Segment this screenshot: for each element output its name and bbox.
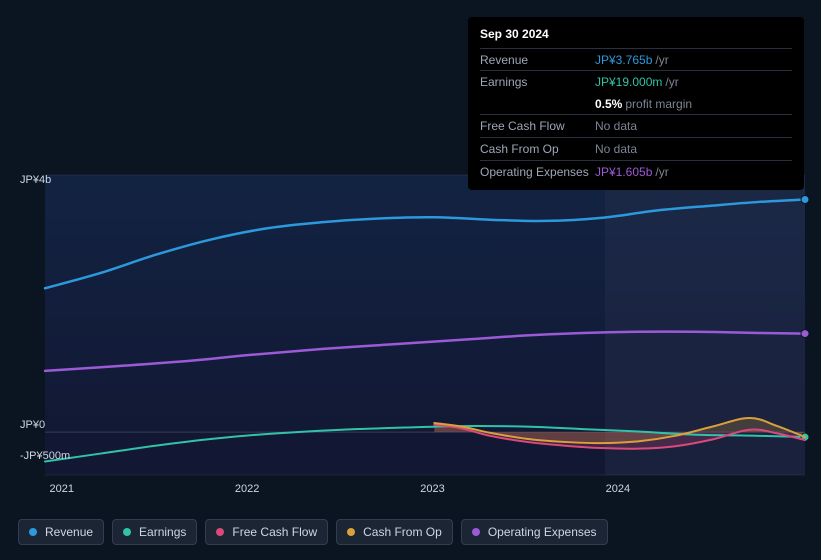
- legend-label: Free Cash Flow: [232, 525, 317, 539]
- legend-label: Revenue: [45, 525, 93, 539]
- tooltip-row: EarningsJP¥19.000m/yr: [480, 70, 792, 93]
- legend-label: Earnings: [139, 525, 186, 539]
- chart-legend: Revenue Earnings Free Cash Flow Cash From O…: [18, 519, 608, 545]
- legend-dot-icon: [347, 528, 355, 536]
- legend-dot-icon: [216, 528, 224, 536]
- tooltip-row-value: No data: [595, 117, 792, 136]
- legend-dot-icon: [29, 528, 37, 536]
- legend-item-cfo[interactable]: Cash From Op: [336, 519, 453, 545]
- tooltip-row: 0.5%profit margin: [480, 93, 792, 115]
- tooltip-row-label: Cash From Op: [480, 140, 595, 159]
- legend-item-revenue[interactable]: Revenue: [18, 519, 104, 545]
- tooltip-row-value: JP¥1.605b/yr: [595, 163, 792, 182]
- tooltip-row-label: Operating Expenses: [480, 163, 595, 182]
- y-axis-label: JP¥4b: [20, 174, 51, 186]
- tooltip-row-value: No data: [595, 140, 792, 159]
- tooltip-row-label: Free Cash Flow: [480, 117, 595, 136]
- legend-dot-icon: [472, 528, 480, 536]
- tooltip-row: RevenueJP¥3.765b/yr: [480, 48, 792, 71]
- chart-container: Sep 30 2024 RevenueJP¥3.765b/yrEarningsJ…: [0, 0, 821, 560]
- x-axis-label: 2022: [235, 483, 259, 495]
- x-axis-label: 2021: [50, 483, 74, 495]
- tooltip-row: Free Cash FlowNo data: [480, 114, 792, 137]
- tooltip-row-value: JP¥19.000m/yr: [595, 73, 792, 92]
- legend-label: Operating Expenses: [488, 525, 597, 539]
- chart-tooltip: Sep 30 2024 RevenueJP¥3.765b/yrEarningsJ…: [468, 17, 804, 190]
- x-axis-label: 2023: [420, 483, 444, 495]
- tooltip-row-value: JP¥3.765b/yr: [595, 51, 792, 70]
- legend-dot-icon: [123, 528, 131, 536]
- tooltip-date: Sep 30 2024: [480, 25, 792, 44]
- legend-item-opex[interactable]: Operating Expenses: [461, 519, 608, 545]
- x-axis-label: 2024: [606, 483, 630, 495]
- legend-item-earnings[interactable]: Earnings: [112, 519, 197, 545]
- legend-item-fcf[interactable]: Free Cash Flow: [205, 519, 328, 545]
- tooltip-row-label: Revenue: [480, 51, 595, 70]
- tooltip-row-label: Earnings: [480, 73, 595, 92]
- y-axis-label: -JP¥500m: [20, 450, 70, 462]
- y-axis-label: JP¥0: [20, 419, 45, 431]
- legend-label: Cash From Op: [363, 525, 442, 539]
- tooltip-row: Operating ExpensesJP¥1.605b/yr: [480, 160, 792, 183]
- tooltip-row: Cash From OpNo data: [480, 137, 792, 160]
